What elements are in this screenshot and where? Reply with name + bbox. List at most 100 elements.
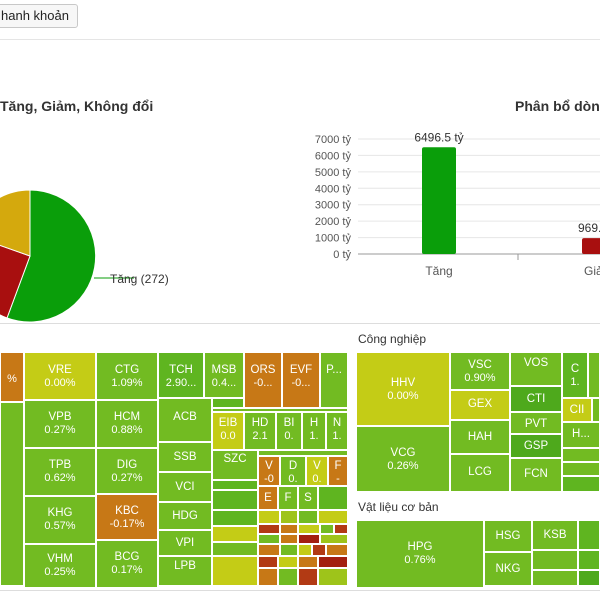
treemap-cell[interactable]	[318, 486, 348, 510]
treemap-cell[interactable]	[212, 480, 258, 490]
treemap-cell[interactable]	[312, 544, 326, 556]
treemap-cell[interactable]	[320, 534, 348, 544]
treemap-cell[interactable]	[298, 556, 318, 568]
treemap-cell-vre[interactable]: VRE 0.00%	[24, 352, 96, 400]
treemap-cell[interactable]	[0, 402, 24, 586]
treemap-cell[interactable]	[212, 526, 258, 542]
treemap-cell-vcg[interactable]: VCG 0.26%	[356, 426, 450, 492]
treemap-cell-lpb[interactable]: LPB	[158, 556, 212, 586]
treemap-cell-kbc[interactable]: KBC -0.17%	[96, 494, 158, 540]
treemap-cell-vhm[interactable]: VHM 0.25%	[24, 544, 96, 588]
treemap-cell-bcg[interactable]: BCG 0.17%	[96, 540, 158, 588]
treemap-cell[interactable]	[318, 556, 348, 568]
treemap-cell[interactable]	[532, 570, 578, 586]
treemap-cell-tch[interactable]: TCH 2.90...	[158, 352, 204, 398]
treemap-cell-ksb[interactable]: KSB	[532, 520, 578, 550]
treemap-cell[interactable]	[592, 398, 600, 422]
treemap-cell[interactable]	[258, 450, 348, 456]
treemap-cell-v2[interactable]: V 0.	[306, 456, 328, 486]
pie-slice-up[interactable]	[6, 189, 97, 323]
treemap-cell-ssb[interactable]: SSB	[158, 442, 212, 472]
treemap-cell[interactable]: %	[0, 352, 24, 402]
treemap-cell[interactable]	[578, 550, 600, 570]
treemap-cell[interactable]	[280, 534, 298, 544]
treemap-cell[interactable]	[318, 568, 348, 586]
treemap-cell-hsg[interactable]: HSG	[484, 520, 532, 552]
pie-slice-flat[interactable]	[0, 189, 31, 257]
treemap-cell[interactable]	[320, 524, 334, 534]
treemap-cell-e[interactable]: E	[258, 486, 278, 510]
treemap-cell[interactable]	[588, 352, 600, 398]
treemap-cell-hcm[interactable]: HCM 0.88%	[96, 400, 158, 448]
treemap-cell[interactable]	[318, 510, 348, 524]
treemap-cell[interactable]	[298, 524, 320, 534]
treemap-cell-acb[interactable]: ACB	[158, 398, 212, 442]
treemap-cell-eib[interactable]: EIB 0.0	[212, 412, 244, 450]
treemap-cell-h[interactable]: H...	[562, 422, 600, 448]
treemap-cell[interactable]	[278, 556, 298, 568]
treemap-cell-vsc[interactable]: VSC 0.90%	[450, 352, 510, 390]
treemap-cell-f[interactable]: F-	[328, 456, 348, 486]
treemap-cell[interactable]	[258, 568, 278, 586]
treemap-cell-ctg[interactable]: CTG 1.09%	[96, 352, 158, 400]
treemap-cell-n[interactable]: N 1.	[326, 412, 348, 450]
treemap-cell[interactable]	[578, 520, 600, 550]
treemap-cell-hhv[interactable]: HHV 0.00%	[356, 352, 450, 426]
treemap-cell-h[interactable]: H 1.	[302, 412, 326, 450]
treemap-cell-gex[interactable]: GEX	[450, 390, 510, 420]
treemap-cell[interactable]	[278, 568, 298, 586]
treemap-cell[interactable]	[280, 544, 298, 556]
treemap-cell-fcn[interactable]: FCN	[510, 458, 562, 492]
treemap-cell-cti[interactable]: CTI	[510, 386, 562, 412]
treemap-cell-gsp[interactable]: GSP	[510, 434, 562, 458]
treemap-cell[interactable]	[326, 544, 348, 556]
treemap-cell[interactable]	[562, 476, 600, 492]
treemap-cell[interactable]	[258, 544, 280, 556]
treemap-cell[interactable]	[298, 544, 312, 556]
pie-slice-down[interactable]	[0, 234, 31, 319]
treemap-cell-vos[interactable]: VOS	[510, 352, 562, 386]
bar-up[interactable]	[422, 147, 456, 254]
treemap-cell-evf[interactable]: EVF -0...	[282, 352, 320, 408]
treemap-cell-szc[interactable]: SZC	[212, 450, 258, 480]
treemap-cell[interactable]	[258, 510, 280, 524]
treemap-cell-hpg[interactable]: HPG 0.76%	[356, 520, 484, 588]
treemap-cell-f2[interactable]: F	[278, 486, 298, 510]
bar-down[interactable]	[582, 238, 600, 254]
treemap-cell-cii[interactable]: CII	[562, 398, 592, 422]
treemap-cell-ors[interactable]: ORS -0...	[244, 352, 282, 408]
treemap-cell[interactable]	[298, 534, 320, 544]
treemap-cell-s[interactable]: S	[298, 486, 318, 510]
treemap-cell-tpb[interactable]: TPB 0.62%	[24, 448, 96, 496]
treemap-cell[interactable]	[212, 408, 348, 412]
treemap-cell[interactable]	[212, 542, 258, 556]
treemap-cell[interactable]	[280, 524, 298, 534]
treemap-cell-hdg[interactable]: HDG	[158, 502, 212, 530]
treemap-cell[interactable]	[258, 524, 280, 534]
treemap-cell-c[interactable]: C 1.	[562, 352, 588, 398]
treemap-cell-p[interactable]: P...	[320, 352, 348, 408]
treemap-cell[interactable]	[258, 534, 280, 544]
treemap-cell-bi[interactable]: BI 0.	[276, 412, 302, 450]
treemap-cell-v[interactable]: V -0	[258, 456, 280, 486]
treemap-cell[interactable]	[562, 462, 600, 476]
treemap-cell[interactable]	[334, 524, 348, 534]
treemap-cell[interactable]	[562, 448, 600, 462]
treemap-cell[interactable]	[212, 490, 258, 510]
treemap-cell-khg[interactable]: KHG 0.57%	[24, 496, 96, 544]
treemap-cell-hah[interactable]: HAH	[450, 420, 510, 454]
treemap-cell-lcg[interactable]: LCG	[450, 454, 510, 492]
treemap-cell-dig[interactable]: DIG 0.27%	[96, 448, 158, 494]
treemap-cell[interactable]	[212, 398, 244, 408]
treemap-cell[interactable]	[578, 570, 600, 586]
treemap-cell-d[interactable]: D 0.	[280, 456, 306, 486]
treemap-cell[interactable]	[298, 510, 318, 524]
treemap-cell[interactable]	[280, 510, 298, 524]
treemap-cell[interactable]	[212, 510, 258, 526]
treemap-cell-hd[interactable]: HD 2.1	[244, 412, 276, 450]
treemap-cell-pvt[interactable]: PVT	[510, 412, 562, 434]
treemap-cell-nkg[interactable]: NKG	[484, 552, 532, 586]
treemap-cell[interactable]	[298, 568, 318, 586]
treemap-cell-vpi[interactable]: VPI	[158, 530, 212, 556]
treemap-cell-vci[interactable]: VCI	[158, 472, 212, 502]
